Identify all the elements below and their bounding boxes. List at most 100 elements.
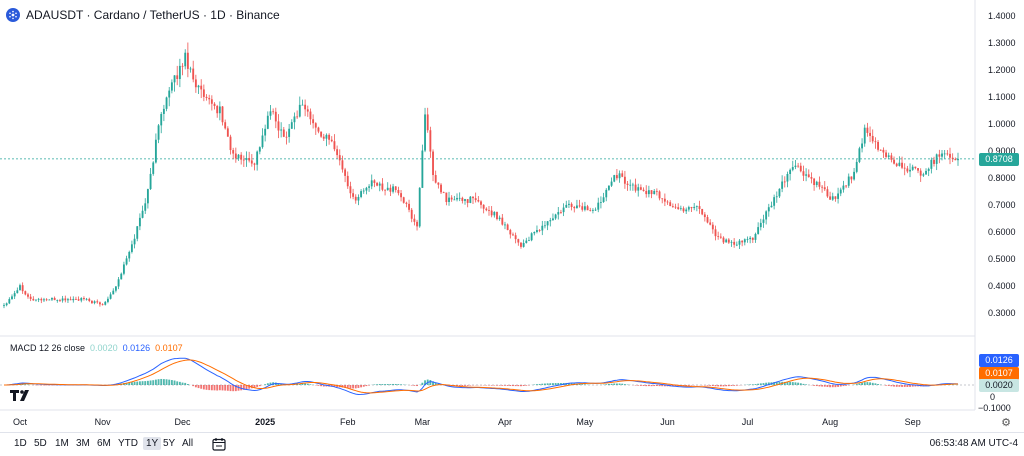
- range-button-1d[interactable]: 1D: [14, 438, 27, 449]
- macd-hist-bar: [818, 385, 820, 386]
- candle-body: [848, 177, 850, 186]
- candle-body: [395, 186, 397, 190]
- macd-hist-bar: [888, 385, 890, 386]
- macd-hist-bar: [158, 379, 160, 385]
- candle-body: [203, 89, 205, 96]
- candle-body: [405, 203, 407, 204]
- range-button-1m[interactable]: 1M: [55, 438, 69, 449]
- macd-hist-bar: [725, 385, 727, 386]
- macd-hist-bar: [349, 385, 351, 388]
- macd-hist-bar: [216, 385, 218, 391]
- candle-body: [696, 206, 698, 207]
- candle-body: [131, 244, 133, 252]
- candle-body: [347, 176, 349, 186]
- candle-body: [653, 191, 655, 194]
- macd-legend-macd: 0.0126: [123, 343, 151, 353]
- candle-body: [800, 166, 802, 171]
- candle-body: [355, 197, 357, 201]
- candle-body: [755, 234, 757, 240]
- macd-hist-bar: [392, 384, 394, 385]
- candle-body: [792, 167, 794, 170]
- macd-hist-bar: [824, 385, 826, 387]
- candle-body: [256, 152, 258, 165]
- candle-body: [96, 301, 98, 302]
- macd-hist-bar: [717, 385, 719, 386]
- range-button-ytd[interactable]: YTD: [118, 438, 138, 449]
- candle-body: [808, 174, 810, 177]
- macd-hist-bar: [619, 383, 621, 385]
- macd-hist-bar: [267, 383, 269, 385]
- candle-body: [408, 204, 410, 210]
- candle-body: [898, 163, 900, 166]
- candle-body: [739, 241, 741, 245]
- candle-body: [699, 206, 701, 209]
- candle-body: [946, 153, 948, 154]
- calendar-goto-icon[interactable]: [212, 437, 226, 456]
- range-button-5d[interactable]: 5D: [34, 438, 47, 449]
- candle-body: [88, 299, 90, 301]
- price-axis-tick: 1.2000: [988, 65, 1016, 75]
- candle-body: [352, 193, 354, 197]
- macd-hist-bar: [520, 385, 522, 386]
- macd-hist-bar: [264, 384, 266, 385]
- macd-hist-bar: [635, 385, 637, 386]
- clock-timezone[interactable]: 06:53:48 AM UTC-4: [930, 438, 1018, 449]
- macd-hist-bar: [555, 383, 557, 385]
- macd-hist-bar: [227, 385, 229, 391]
- candle-body: [515, 235, 517, 239]
- candle-body: [890, 155, 892, 159]
- macd-hist-bar: [890, 385, 892, 386]
- candle-body: [715, 229, 717, 236]
- macd-hist-bar: [547, 383, 549, 385]
- macd-hist-bar: [584, 384, 586, 385]
- candle-body: [664, 199, 666, 202]
- macd-hist-bar: [203, 385, 205, 389]
- macd-legend[interactable]: MACD 12 26 close 0.0020 0.0126 0.0107: [10, 343, 183, 353]
- candle-body: [147, 189, 149, 203]
- macd-hist-bar: [643, 385, 645, 386]
- settings-gear-icon[interactable]: ⚙: [1001, 416, 1011, 429]
- macd-hist-bar: [837, 385, 839, 387]
- range-button-5y[interactable]: 5Y: [163, 438, 175, 449]
- candle-body: [683, 208, 685, 211]
- price-axis-tick: 1.3000: [988, 38, 1016, 48]
- candle-body: [842, 186, 844, 190]
- candle-body: [749, 238, 751, 239]
- macd-hist-bar: [715, 385, 717, 386]
- candle-body: [251, 160, 253, 163]
- candle-body: [259, 147, 261, 151]
- candle-body: [928, 169, 930, 171]
- macd-hist-bar: [147, 381, 149, 385]
- candle-body: [536, 230, 538, 232]
- candle-body: [389, 188, 391, 192]
- tradingview-logo-icon[interactable]: [10, 389, 32, 407]
- macd-hist-bar: [813, 385, 815, 386]
- candle-body: [906, 168, 908, 171]
- symbol-title[interactable]: ADAUSDT · Cardano / TetherUS · 1D · Bina…: [6, 6, 280, 24]
- candle-body: [38, 299, 40, 300]
- macd-hist-bar: [397, 384, 399, 385]
- range-button-6m[interactable]: 6M: [97, 438, 111, 449]
- macd-hist-bar: [624, 384, 626, 385]
- candle-body: [104, 302, 106, 305]
- range-button-1y[interactable]: 1Y: [143, 437, 161, 450]
- macd-hist-bar: [365, 385, 367, 386]
- time-axis-tick: Aug: [822, 417, 838, 427]
- candle-body: [270, 111, 272, 115]
- candle-body: [288, 129, 290, 137]
- candle-body: [957, 159, 959, 160]
- candle-body: [821, 187, 823, 188]
- candle-body: [573, 207, 575, 208]
- candle-body: [832, 196, 834, 199]
- candle-body: [139, 218, 141, 226]
- range-button-all[interactable]: All: [182, 438, 193, 449]
- candle-body: [501, 218, 503, 225]
- range-button-3m[interactable]: 3M: [76, 438, 90, 449]
- macd-hist-bar: [898, 385, 900, 387]
- candle-body: [336, 149, 338, 155]
- candle-body: [248, 158, 250, 160]
- candle-body: [930, 160, 932, 169]
- macd-hist-bar: [800, 383, 802, 385]
- macd-hist-bar: [656, 385, 658, 386]
